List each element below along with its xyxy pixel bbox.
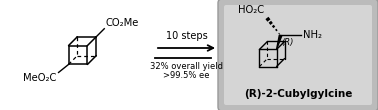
Text: 10 steps: 10 steps <box>166 31 208 41</box>
Text: HO₂C: HO₂C <box>239 6 265 15</box>
Text: 32% overall yield: 32% overall yield <box>150 62 223 71</box>
Text: CO₂Me: CO₂Me <box>105 18 139 28</box>
Text: (R)-2-Cubylgylcine: (R)-2-Cubylgylcine <box>244 89 352 99</box>
Text: NH₂: NH₂ <box>302 30 322 40</box>
Text: (R): (R) <box>282 38 294 47</box>
Polygon shape <box>277 35 282 50</box>
Text: >99.5% ee: >99.5% ee <box>163 71 210 80</box>
FancyBboxPatch shape <box>218 0 378 110</box>
Text: MeO₂C: MeO₂C <box>23 73 57 83</box>
FancyBboxPatch shape <box>224 5 372 105</box>
